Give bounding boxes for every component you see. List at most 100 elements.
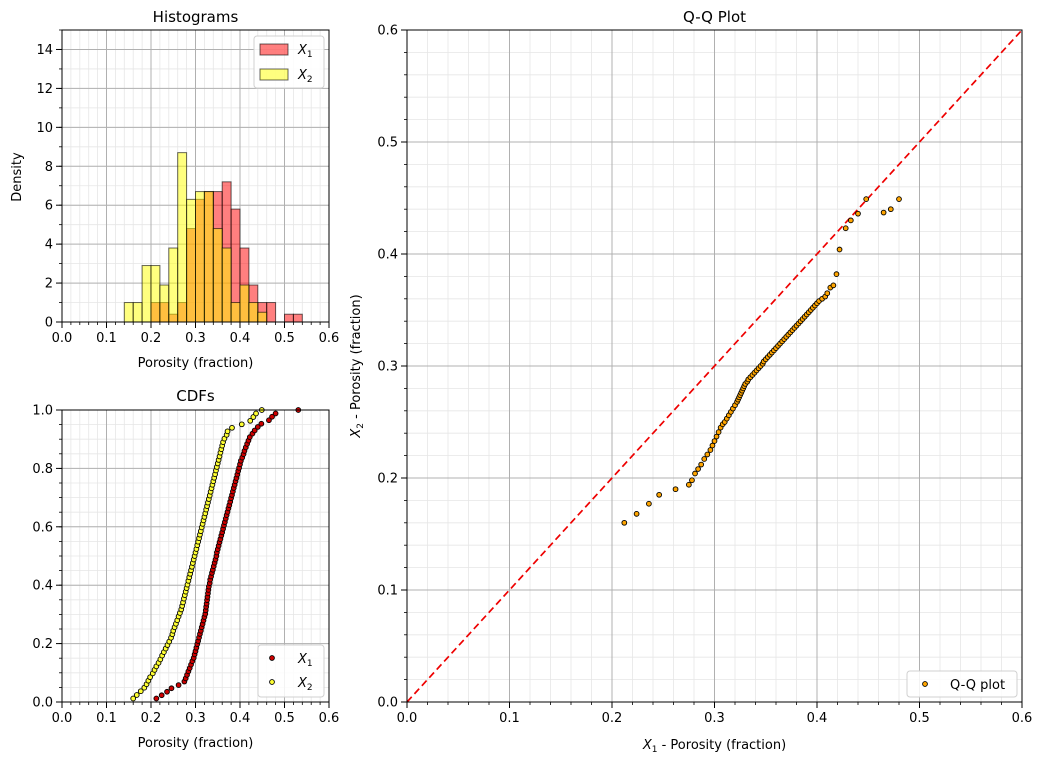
cdf-x-tick-label: 0.4 bbox=[230, 711, 251, 726]
qq-y-tick-label: 0.1 bbox=[377, 584, 398, 599]
qq-point bbox=[713, 433, 720, 440]
qq-point bbox=[698, 461, 705, 468]
qq-point bbox=[633, 510, 640, 517]
histogram-legend-label: X2 bbox=[297, 68, 313, 85]
histogram-title: Histograms bbox=[153, 8, 239, 26]
cdf-x-tick-label: 0.6 bbox=[319, 711, 340, 726]
cdf-point-x1 bbox=[258, 420, 265, 427]
histogram-bar-x1 bbox=[284, 313, 294, 323]
cdf-point-x1 bbox=[266, 417, 272, 424]
qq-legend-box bbox=[906, 670, 1018, 698]
qq-point bbox=[711, 438, 718, 444]
qq-x-tick-label: 0.1 bbox=[499, 711, 520, 726]
cdf-point-x2 bbox=[147, 674, 153, 681]
qq-panel: Q-Q Plot 0.0 0.1 0.2 0.3 0.4 0.5 0.6 0.0 0.1 0.2 0… bbox=[349, 8, 1032, 755]
qq-x-tick-label: 0.0 bbox=[397, 711, 418, 726]
histogram-bar-x2 bbox=[177, 152, 188, 323]
histogram-y-tick-label: 6 bbox=[45, 199, 53, 214]
cdf-panel: CDFs 0.0 0.1 0.2 0.3 0.4 0.5 0.6 0.0 0.2 0.4 0.6 0.… bbox=[32, 387, 339, 751]
qq-point bbox=[707, 447, 714, 453]
qq-y-tick-label: 0.3 bbox=[377, 360, 398, 375]
histogram-bar-x2 bbox=[195, 191, 205, 323]
histogram-bar-x2 bbox=[221, 247, 232, 323]
qq-point bbox=[880, 209, 887, 216]
cdf-x-tick-label: 0.5 bbox=[274, 711, 295, 726]
qq-y-tick-label: 0.0 bbox=[377, 696, 398, 711]
cdf-point-x1 bbox=[251, 427, 258, 434]
histogram-bar-x2 bbox=[186, 198, 197, 323]
histogram-x-tick-label: 0.5 bbox=[274, 331, 295, 346]
histogram-x-tick-label: 0.3 bbox=[185, 331, 206, 346]
cdf-legend-marker bbox=[269, 655, 275, 661]
cdf-point-x2 bbox=[133, 692, 140, 698]
qq-y-tick-label: 0.6 bbox=[377, 24, 398, 39]
qq-x-tick-label: 0.3 bbox=[704, 711, 725, 726]
qq-point bbox=[887, 206, 894, 213]
qq-point bbox=[689, 477, 695, 484]
cdf-point-x2 bbox=[253, 410, 259, 417]
qq-legend-label: Q-Q plot bbox=[950, 678, 1005, 693]
cdf-y-tick-label: 1.0 bbox=[32, 404, 53, 419]
cdf-legend-label: X2 bbox=[297, 676, 313, 693]
cdf-y-tick-label: 0.6 bbox=[32, 520, 53, 535]
cdf-y-tick-label: 0.0 bbox=[32, 696, 53, 711]
histogram-bar-x2 bbox=[239, 284, 250, 323]
cdf-point-x2 bbox=[247, 417, 254, 424]
cdf-point-x1 bbox=[164, 688, 170, 695]
histogram-bar-x2 bbox=[257, 311, 268, 323]
qq-reference-line bbox=[406, 29, 1023, 703]
histogram-y-tick-label: 2 bbox=[45, 277, 53, 292]
cdf-point-x2 bbox=[238, 421, 245, 428]
cdf-point-x1 bbox=[168, 685, 175, 692]
histogram-x-axis-label: Porosity (fraction) bbox=[138, 356, 254, 371]
qq-point bbox=[695, 466, 701, 472]
cdf-title: CDFs bbox=[176, 387, 215, 405]
histogram-bar-x2 bbox=[230, 302, 241, 323]
qq-point bbox=[863, 196, 870, 202]
histogram-y-axis-label: Density bbox=[10, 152, 25, 202]
cdf-x-tick-label: 0.0 bbox=[52, 711, 73, 726]
cdf-x-tick-label: 0.3 bbox=[185, 711, 206, 726]
histogram-y-tick-label: 8 bbox=[45, 160, 53, 175]
histogram-x-tick-label: 0.6 bbox=[319, 331, 340, 346]
histogram-y-tick-label: 14 bbox=[36, 43, 53, 58]
qq-x-axis-label: X1 - Porosity (fraction) bbox=[642, 738, 786, 755]
qq-y-tick-label: 0.2 bbox=[377, 472, 398, 487]
qq-point bbox=[824, 290, 831, 297]
histogram-legend-swatch bbox=[259, 68, 289, 81]
qq-x-tick-label: 0.5 bbox=[909, 711, 930, 726]
histogram-x-tick-label: 0.0 bbox=[52, 331, 73, 346]
qq-point bbox=[646, 500, 652, 507]
cdf-point-x1 bbox=[269, 413, 275, 420]
qq-y-axis-label: X2 - Porosity (fraction) bbox=[349, 294, 366, 438]
histogram-legend-label: X1 bbox=[297, 43, 313, 60]
cdf-point-x1 bbox=[272, 410, 279, 417]
qq-point bbox=[704, 451, 711, 458]
cdf-y-tick-label: 0.2 bbox=[32, 637, 53, 652]
histogram-x-tick-label: 0.2 bbox=[141, 331, 162, 346]
histogram-bar-x2 bbox=[203, 191, 214, 323]
qq-point bbox=[830, 282, 837, 289]
cdf-point-x2 bbox=[130, 695, 137, 702]
histogram-plot-frame bbox=[61, 29, 330, 323]
histogram-bar-x2 bbox=[141, 265, 152, 323]
histogram-bar-x1 bbox=[292, 313, 303, 323]
qq-x-tick-label: 0.4 bbox=[807, 711, 828, 726]
qq-point bbox=[656, 491, 663, 498]
histogram-y-tick-label: 10 bbox=[36, 121, 53, 136]
histogram-x-tick-label: 0.1 bbox=[96, 331, 117, 346]
cdf-point-x1 bbox=[153, 695, 160, 702]
qq-y-tick-label: 0.4 bbox=[377, 248, 398, 263]
qq-y-tick-label: 0.5 bbox=[377, 136, 398, 151]
qq-point bbox=[842, 225, 849, 232]
histogram-bar-x2 bbox=[212, 228, 223, 323]
qq-x-tick-label: 0.6 bbox=[1012, 711, 1033, 726]
qq-point bbox=[709, 442, 716, 449]
cdf-point-x2 bbox=[229, 424, 235, 431]
qq-point bbox=[692, 470, 698, 477]
qq-legend-marker bbox=[922, 681, 928, 687]
qq-point bbox=[672, 486, 679, 493]
